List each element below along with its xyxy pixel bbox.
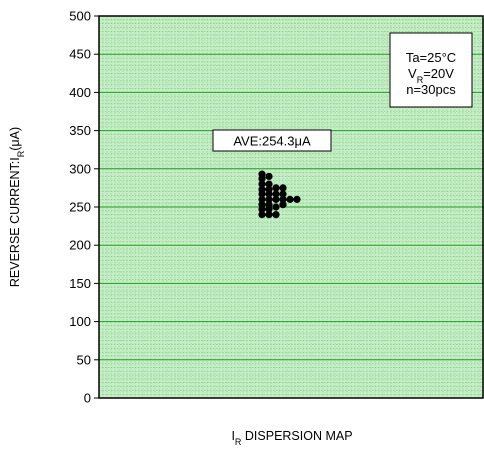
data-point (265, 180, 273, 188)
data-point (272, 211, 280, 219)
y-tick-label: 150 (69, 276, 91, 291)
plot-frame (98, 15, 484, 399)
y-tick-label: 100 (69, 314, 91, 329)
y-tick-label: 250 (69, 200, 91, 215)
data-point (265, 172, 273, 181)
y-tick-label: 450 (69, 47, 91, 62)
data-point (272, 190, 280, 198)
data-point (279, 195, 287, 203)
y-tick-label: 350 (69, 123, 91, 138)
average-label: AVE:254.3μA (233, 134, 311, 149)
data-point (272, 184, 280, 192)
condition-line: VR=20V (408, 66, 454, 85)
data-point (272, 203, 280, 211)
average-label-box (212, 129, 332, 152)
data-point (279, 201, 287, 209)
data-point (258, 185, 266, 194)
data-point (293, 195, 301, 203)
data-point (265, 211, 273, 219)
data-point (258, 211, 266, 219)
data-point (258, 170, 266, 178)
condition-line: Ta=25°C (406, 50, 456, 65)
data-point (258, 180, 266, 188)
y-tick-label: 400 (69, 85, 91, 100)
data-point (272, 195, 280, 203)
y-tick-label: 500 (69, 9, 91, 24)
y-tick-label: 50 (77, 352, 91, 367)
data-points (258, 170, 301, 219)
x-axis-label: IR DISPERSION MAP (231, 429, 352, 447)
data-point (265, 195, 273, 203)
data-point (279, 184, 287, 192)
data-point (265, 201, 273, 209)
y-tick-label: 300 (69, 161, 91, 176)
y-axis-label: REVERSE CURRENT:IR(μA) (8, 127, 26, 287)
data-point (286, 195, 294, 203)
data-point (265, 185, 273, 194)
condition-line: n=30pcs (406, 82, 456, 97)
conditions-box (389, 32, 473, 108)
y-tick-label: 0 (84, 391, 91, 406)
data-point (258, 201, 266, 209)
data-point (258, 195, 266, 203)
y-axis-ticks: 0 50 100 150 200 250 300 350 400 450 500 (69, 9, 99, 406)
data-point (279, 190, 287, 198)
y-tick-label: 200 (69, 238, 91, 253)
